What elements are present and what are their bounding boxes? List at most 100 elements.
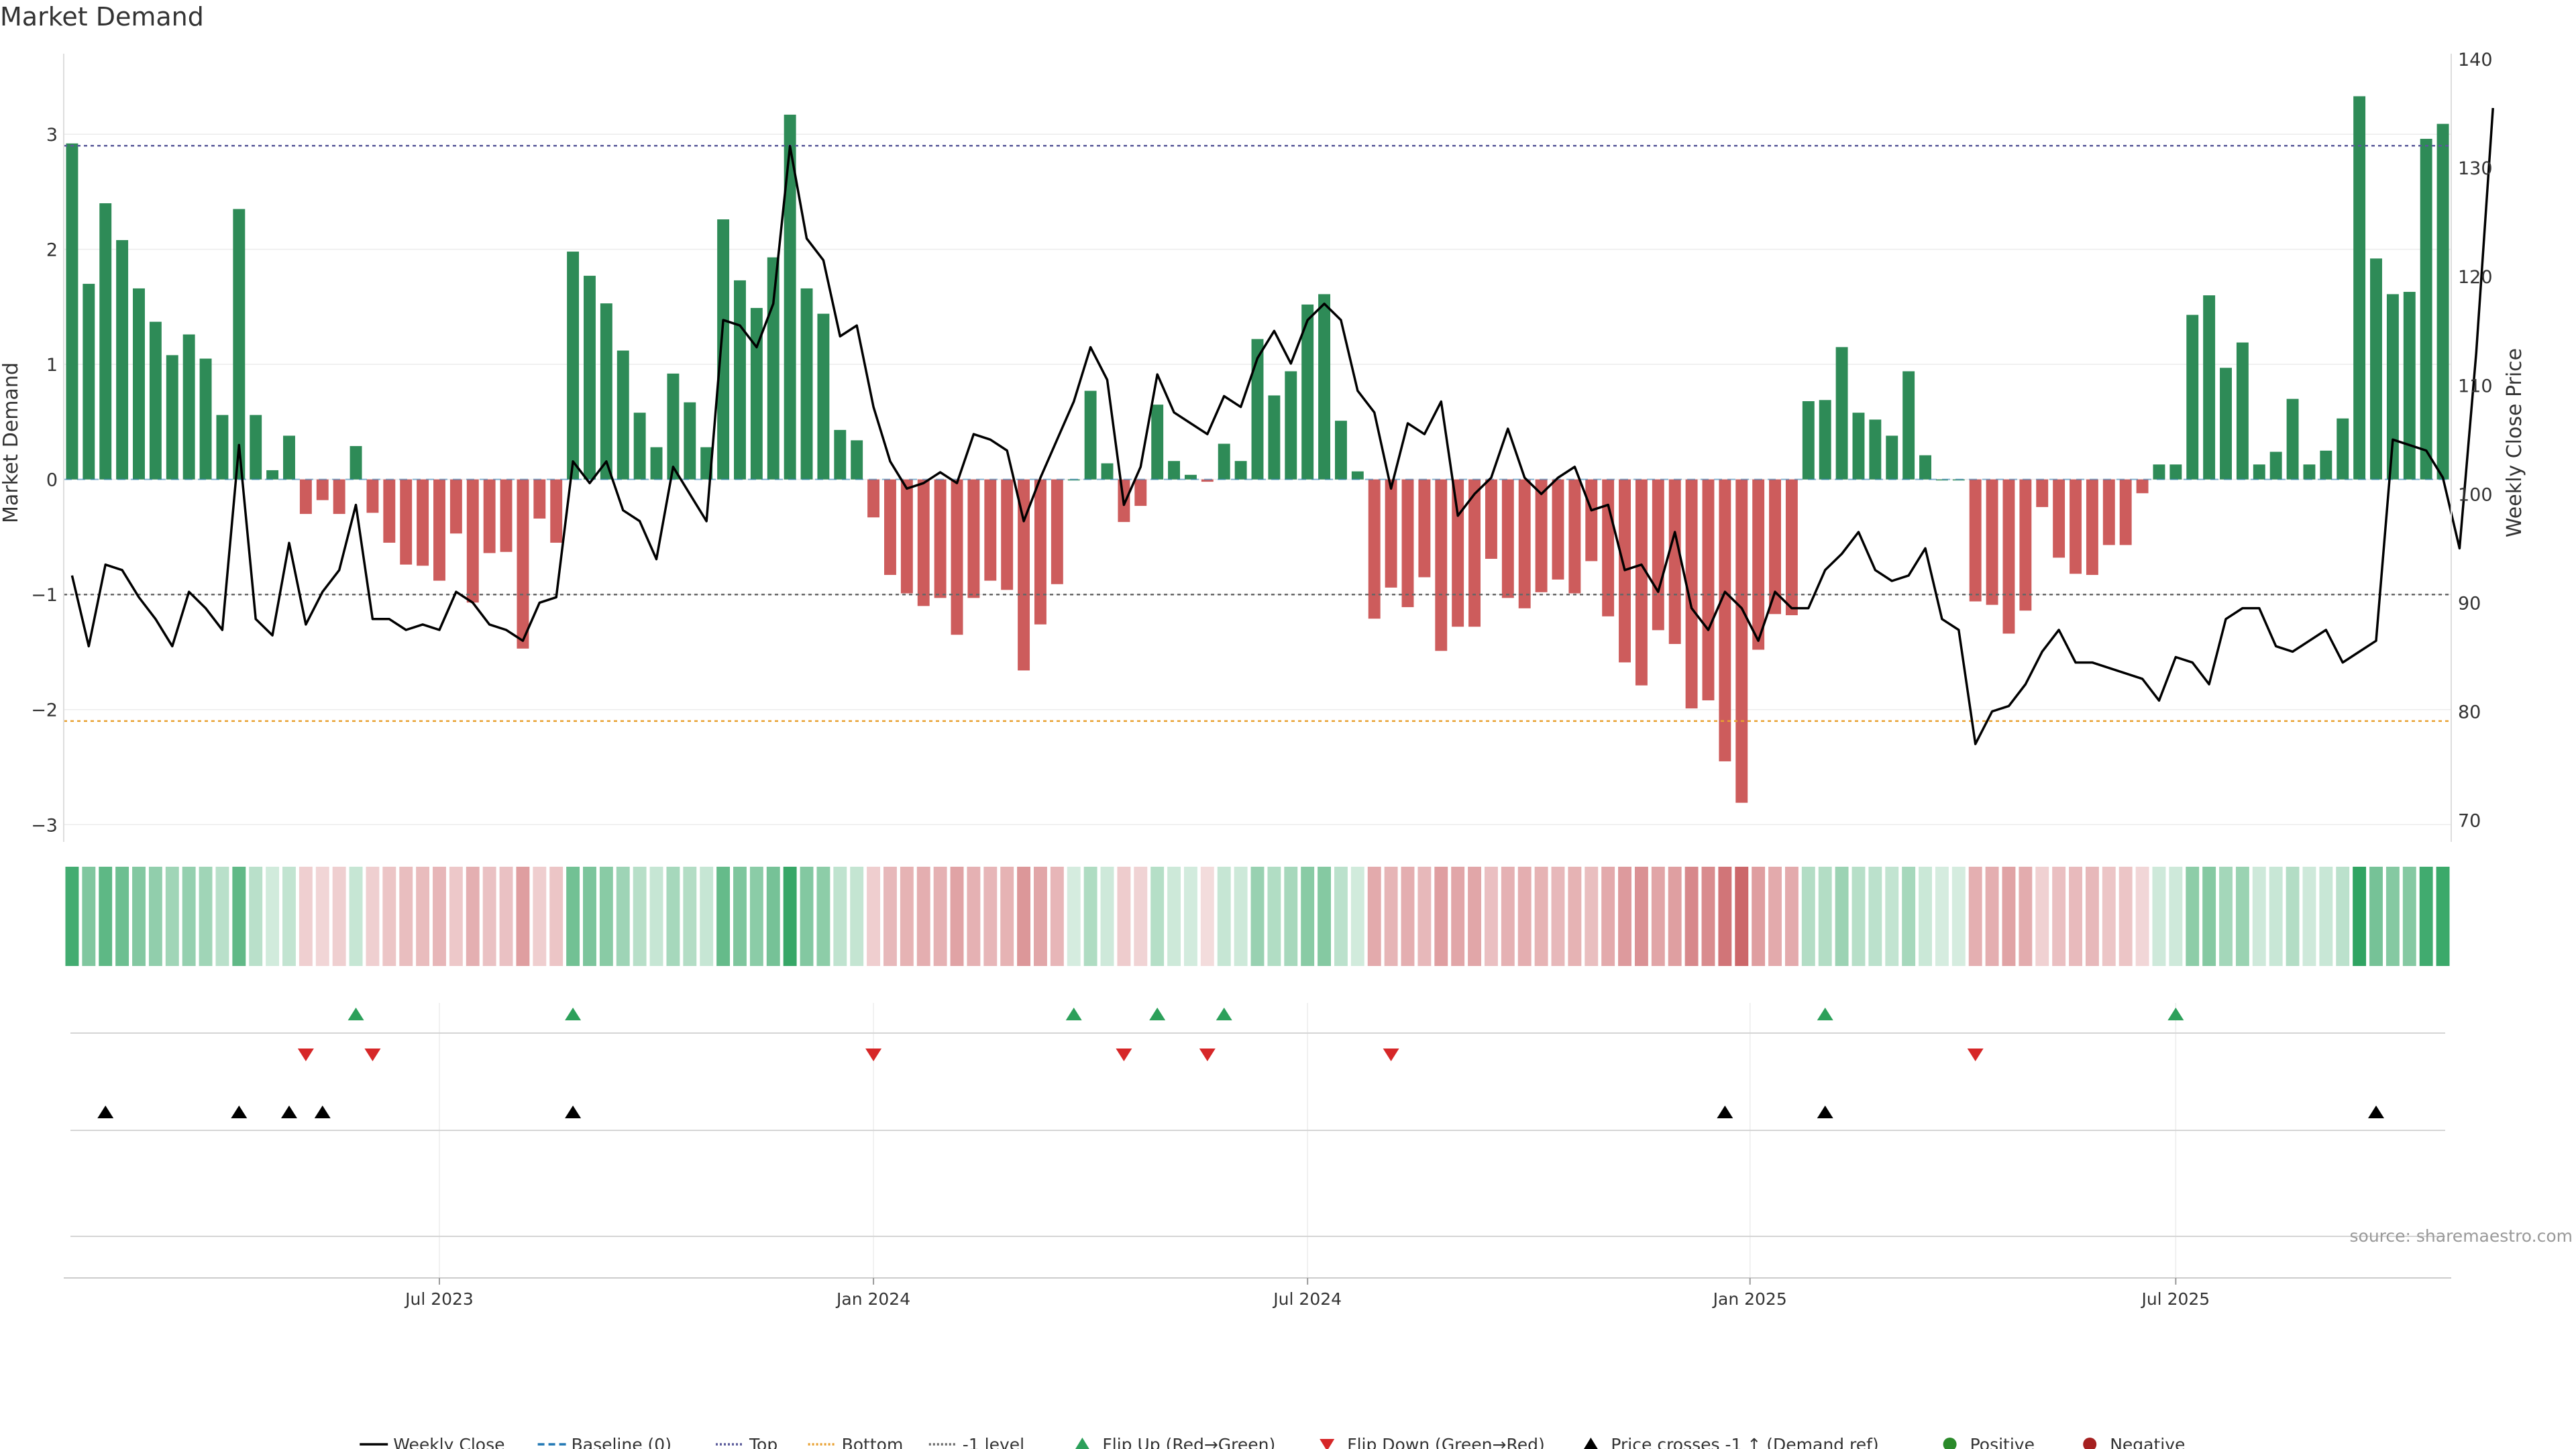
price-cross-marker bbox=[314, 1106, 331, 1118]
strip-cell bbox=[1350, 867, 1364, 966]
demand-bar bbox=[1151, 405, 1164, 480]
y-tick-label: 2 bbox=[46, 240, 58, 261]
strip-cell bbox=[1601, 867, 1615, 966]
strip-cell bbox=[1217, 867, 1231, 966]
flip-up-marker bbox=[347, 1008, 364, 1020]
demand-bar bbox=[1184, 474, 1197, 480]
demand-bar bbox=[1585, 479, 1598, 561]
y2-tick-label: 140 bbox=[2458, 50, 2493, 70]
demand-bar bbox=[1034, 479, 1046, 625]
y-tick-label: 3 bbox=[46, 125, 58, 146]
demand-bar bbox=[1986, 479, 1998, 605]
demand-bar bbox=[2153, 464, 2165, 480]
demand-bar bbox=[1001, 479, 1014, 590]
strip-cell bbox=[1818, 867, 1832, 966]
price-cross-marker bbox=[565, 1106, 582, 1118]
strip-cell bbox=[1017, 867, 1031, 966]
strip-cell bbox=[1451, 867, 1465, 966]
y2-tick-label: 90 bbox=[2458, 593, 2481, 614]
strip-cell bbox=[2219, 867, 2233, 966]
legend-swatch-dot bbox=[2083, 1438, 2097, 1449]
strip-cell bbox=[2069, 867, 2082, 966]
y-axis-left-ticks: 3 2 1 0 −1 −2 −3 bbox=[31, 125, 58, 836]
legend-swatch-triangle-up bbox=[1584, 1438, 1598, 1449]
price-line-group bbox=[70, 107, 2494, 745]
strip-cell bbox=[716, 867, 731, 966]
signal-panels bbox=[70, 1003, 2445, 1278]
demand-bar bbox=[2353, 96, 2366, 480]
strip-cell bbox=[2252, 867, 2266, 966]
demand-bar bbox=[2436, 123, 2449, 480]
strip-cell bbox=[1968, 867, 1982, 966]
flip-up-marker bbox=[1817, 1008, 1833, 1020]
strip-cell bbox=[416, 867, 430, 966]
strip-cell bbox=[1534, 867, 1548, 966]
legend-label: Bottom bbox=[842, 1435, 904, 1449]
strip-cell bbox=[2135, 867, 2149, 966]
demand-bar bbox=[2203, 295, 2216, 480]
strip-cell bbox=[349, 867, 363, 966]
legend-swatch-triangle-up bbox=[1075, 1438, 1089, 1449]
demand-bar bbox=[1535, 479, 1548, 592]
legend-label: Positive bbox=[1970, 1435, 2035, 1449]
demand-bar bbox=[1418, 479, 1431, 578]
strip-cell bbox=[533, 867, 547, 966]
strip-cell bbox=[115, 867, 129, 966]
strip-cell bbox=[1434, 867, 1448, 966]
strip-cell bbox=[148, 867, 162, 966]
demand-bar bbox=[2386, 294, 2399, 480]
strip-cell bbox=[2419, 867, 2433, 966]
strip-cell bbox=[315, 867, 329, 966]
strip-cell bbox=[433, 867, 446, 966]
demand-bar bbox=[684, 402, 696, 480]
demand-bar bbox=[1518, 479, 1531, 608]
strip-cell bbox=[1167, 867, 1181, 966]
strip-cell bbox=[332, 867, 346, 966]
demand-bar bbox=[2169, 464, 2182, 480]
demand-bar bbox=[900, 479, 913, 594]
demand-bar bbox=[2002, 479, 2015, 634]
demand-bar bbox=[316, 479, 329, 500]
strip-cell bbox=[649, 867, 663, 966]
strip-cell bbox=[549, 867, 564, 966]
demand-bar bbox=[1101, 463, 1114, 480]
demand-bar bbox=[1635, 479, 1648, 686]
strip-cell bbox=[1735, 867, 1749, 966]
strip-cell bbox=[1651, 867, 1665, 966]
strip-cell bbox=[1134, 867, 1148, 966]
demand-bar bbox=[1452, 479, 1464, 627]
flip-up-marker bbox=[1149, 1008, 1166, 1020]
demand-bar bbox=[2269, 451, 2282, 480]
demand-bar bbox=[500, 479, 513, 552]
demand-bar bbox=[149, 321, 162, 480]
demand-bar bbox=[199, 358, 212, 480]
legend-swatch-triangle-down bbox=[1320, 1439, 1335, 1449]
strip-cell bbox=[2402, 867, 2416, 966]
y2-tick-label: 110 bbox=[2458, 376, 2493, 396]
strip-cell bbox=[1367, 867, 1381, 966]
strip-cell bbox=[499, 867, 513, 966]
y-tick-label: −3 bbox=[31, 815, 58, 836]
demand-bar bbox=[1468, 479, 1481, 627]
strip-cell bbox=[1634, 867, 1648, 966]
strip-cell bbox=[266, 867, 280, 966]
demand-bar bbox=[800, 288, 813, 480]
y-tick-label: 0 bbox=[46, 470, 58, 491]
flip-up-markers bbox=[347, 1008, 2184, 1020]
strip-cell bbox=[1718, 867, 1732, 966]
demand-bar bbox=[1385, 479, 1397, 588]
strip-cell bbox=[382, 867, 396, 966]
demand-bar bbox=[1485, 479, 1497, 559]
strip-cell bbox=[1284, 867, 1298, 966]
strip-cell bbox=[1050, 867, 1064, 966]
demand-bar bbox=[884, 479, 896, 576]
strip-cell bbox=[1851, 867, 1866, 966]
demand-bar bbox=[417, 479, 429, 566]
demand-bar bbox=[567, 252, 580, 480]
strip-cell bbox=[1752, 867, 1766, 966]
strip-cell bbox=[2002, 867, 2016, 966]
demand-bar bbox=[633, 413, 646, 480]
demand-bar bbox=[1752, 479, 1765, 650]
demand-bar bbox=[767, 257, 780, 480]
demand-bar bbox=[350, 445, 362, 480]
